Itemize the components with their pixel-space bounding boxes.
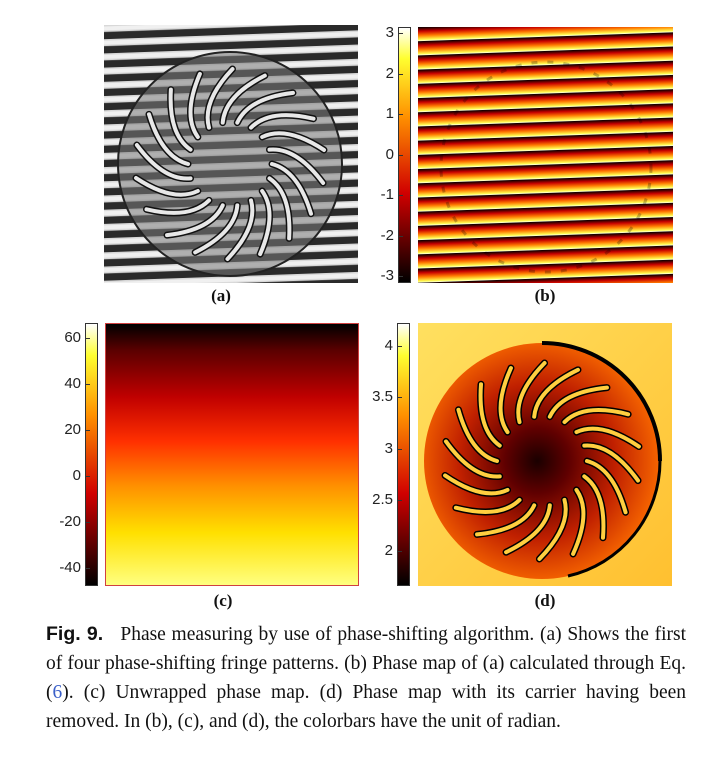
panel-d-label: (d) [534, 591, 556, 610]
panel-b-wrapped-phase-map [418, 27, 673, 283]
colorbar-tick-label: -40 [59, 559, 81, 576]
blade-shape-inner [220, 73, 267, 125]
blade-shape-inner [258, 188, 272, 257]
blade-shape-inner [532, 367, 580, 419]
colorbar-tick-label: 3 [385, 24, 394, 41]
colorbar-tick-mark [86, 476, 90, 477]
colorbar-tick-label: -2 [380, 226, 394, 244]
colorbar-tick-mark [86, 384, 90, 385]
figure-label: Fig. 9. [46, 623, 104, 645]
colorbar-tick-mark [399, 276, 403, 277]
colorbar-tick-mark [86, 338, 90, 339]
figure-caption: Fig. 9. Phase measuring by use of phase-… [46, 620, 686, 736]
panel-a-label: (a) [211, 286, 231, 305]
colorbar-tick-label: -20 [59, 513, 81, 530]
blade-shape-inner [147, 112, 190, 166]
colorbar-tick-label: 3.5 [372, 388, 393, 406]
blade-shape-inner [498, 366, 513, 435]
colorbar-tick-label: 3 [384, 439, 393, 457]
blade-shape-inner [478, 382, 502, 448]
colorbar-tick-mark [398, 499, 402, 501]
colorbar-tick-mark [398, 346, 402, 347]
blade-shape-inner [443, 473, 510, 496]
blade-shape-inner [562, 408, 631, 425]
blade-shape-inner [165, 203, 225, 238]
colorbar-tick-label: 2.5 [372, 490, 393, 508]
panel-d-carrier-removed-map [418, 323, 672, 586]
blade-shape-inner [270, 162, 313, 216]
colorbar-tick-label: 20 [64, 421, 81, 438]
blade-shape-inner [249, 113, 316, 130]
blade-shape-inner [504, 503, 552, 555]
colorbar-tick-label: 1 [385, 105, 394, 122]
blade-shape-inner [516, 361, 547, 425]
blade-shape-inner [188, 71, 202, 140]
blade-shape-inner [134, 143, 193, 181]
colorbar-tick-label: 60 [64, 329, 81, 346]
panel-b-label: (b) [534, 286, 556, 305]
colorbar-tick-mark [399, 235, 403, 237]
colorbar-tick-mark [399, 33, 403, 34]
panel-c-label: (c) [213, 591, 233, 610]
colorbar-tick-mark [86, 430, 90, 431]
blade-shape-inner [267, 176, 292, 241]
colorbar-tick-label: -1 [380, 186, 394, 203]
caption-text-2: ). (c) Unwrapped phase map. (d) Phase ma… [46, 682, 686, 732]
blade-shape-inner [144, 198, 211, 215]
panel-b-colorbar [398, 27, 411, 283]
panel-c-unwrapped-phase-map [105, 323, 359, 586]
equation-link[interactable]: 6 [52, 682, 63, 703]
colorbar-tick-mark [399, 195, 403, 196]
caption-text-1: Phase measuring by use of phase-shifting… [46, 624, 687, 703]
blade-shape-inner [193, 203, 240, 255]
blade-shape-inner [574, 426, 641, 449]
colorbar-tick-label: 2 [384, 542, 393, 559]
panel-d-colorbar [397, 323, 410, 586]
blade-shape-inner [260, 131, 326, 152]
colorbar-tick-mark [398, 397, 402, 399]
blade-shape-inner [267, 147, 326, 185]
panel-a-fringe-image [104, 25, 358, 283]
blade-shape-inner [205, 67, 235, 130]
colorbar-tick-mark [86, 568, 90, 569]
panel-c-colorbar [85, 323, 98, 586]
blade-shape-inner [582, 474, 606, 540]
colorbar-tick-mark [398, 448, 402, 450]
colorbar-tick-mark [86, 522, 90, 523]
colorbar-tick-mark [399, 73, 403, 75]
blade-shape-inner [537, 497, 568, 561]
blade-shape-inner [585, 459, 628, 515]
blade-shape-inner [453, 497, 522, 514]
colorbar-tick-label: 40 [64, 375, 81, 392]
blade-shape-inner [475, 503, 537, 537]
blade-shape-inner [456, 407, 499, 463]
blade-shape-inner [443, 439, 502, 479]
colorbar-tick-label: 4 [384, 337, 393, 354]
colorbar-tick-mark [399, 154, 403, 156]
colorbar-tick-label: 0 [72, 467, 81, 484]
blade-shape-inner [571, 487, 586, 556]
blade-shape-inner [582, 443, 641, 483]
colorbar-tick-label: -3 [380, 267, 394, 284]
colorbar-tick-label: 0 [385, 145, 394, 163]
blade-shape-inner [134, 176, 200, 197]
colorbar-tick-mark [398, 551, 402, 552]
blade-shape-inner [225, 198, 255, 261]
blade-shape-inner [547, 385, 609, 419]
colorbar-tick-mark [399, 114, 403, 115]
blade-shape-inner [235, 90, 295, 125]
blade-shape-inner [168, 87, 193, 152]
colorbar-tick-label: 2 [385, 64, 394, 82]
